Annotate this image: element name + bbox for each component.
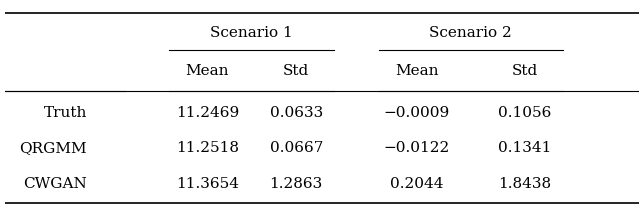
Text: −0.0122: −0.0122	[383, 141, 450, 155]
Text: Scenario 1: Scenario 1	[211, 26, 293, 40]
Text: 0.1341: 0.1341	[498, 141, 551, 155]
Text: Mean: Mean	[186, 64, 229, 78]
Text: −0.0009: −0.0009	[383, 106, 450, 119]
Text: 11.3654: 11.3654	[176, 177, 239, 191]
Text: Std: Std	[511, 64, 538, 78]
Text: Std: Std	[283, 64, 309, 78]
Text: Truth: Truth	[44, 106, 87, 119]
Text: 0.0633: 0.0633	[269, 106, 323, 119]
Text: QRGMM: QRGMM	[19, 141, 87, 155]
Text: 0.1056: 0.1056	[498, 106, 551, 119]
Text: 1.8438: 1.8438	[498, 177, 551, 191]
Text: 11.2469: 11.2469	[176, 106, 239, 119]
Text: CWGAN: CWGAN	[23, 177, 87, 191]
Text: 0.0667: 0.0667	[269, 141, 323, 155]
Text: Scenario 2: Scenario 2	[429, 26, 512, 40]
Text: 1.2863: 1.2863	[269, 177, 323, 191]
Text: 0.2044: 0.2044	[390, 177, 444, 191]
Text: Mean: Mean	[395, 64, 438, 78]
Text: 11.2518: 11.2518	[176, 141, 239, 155]
